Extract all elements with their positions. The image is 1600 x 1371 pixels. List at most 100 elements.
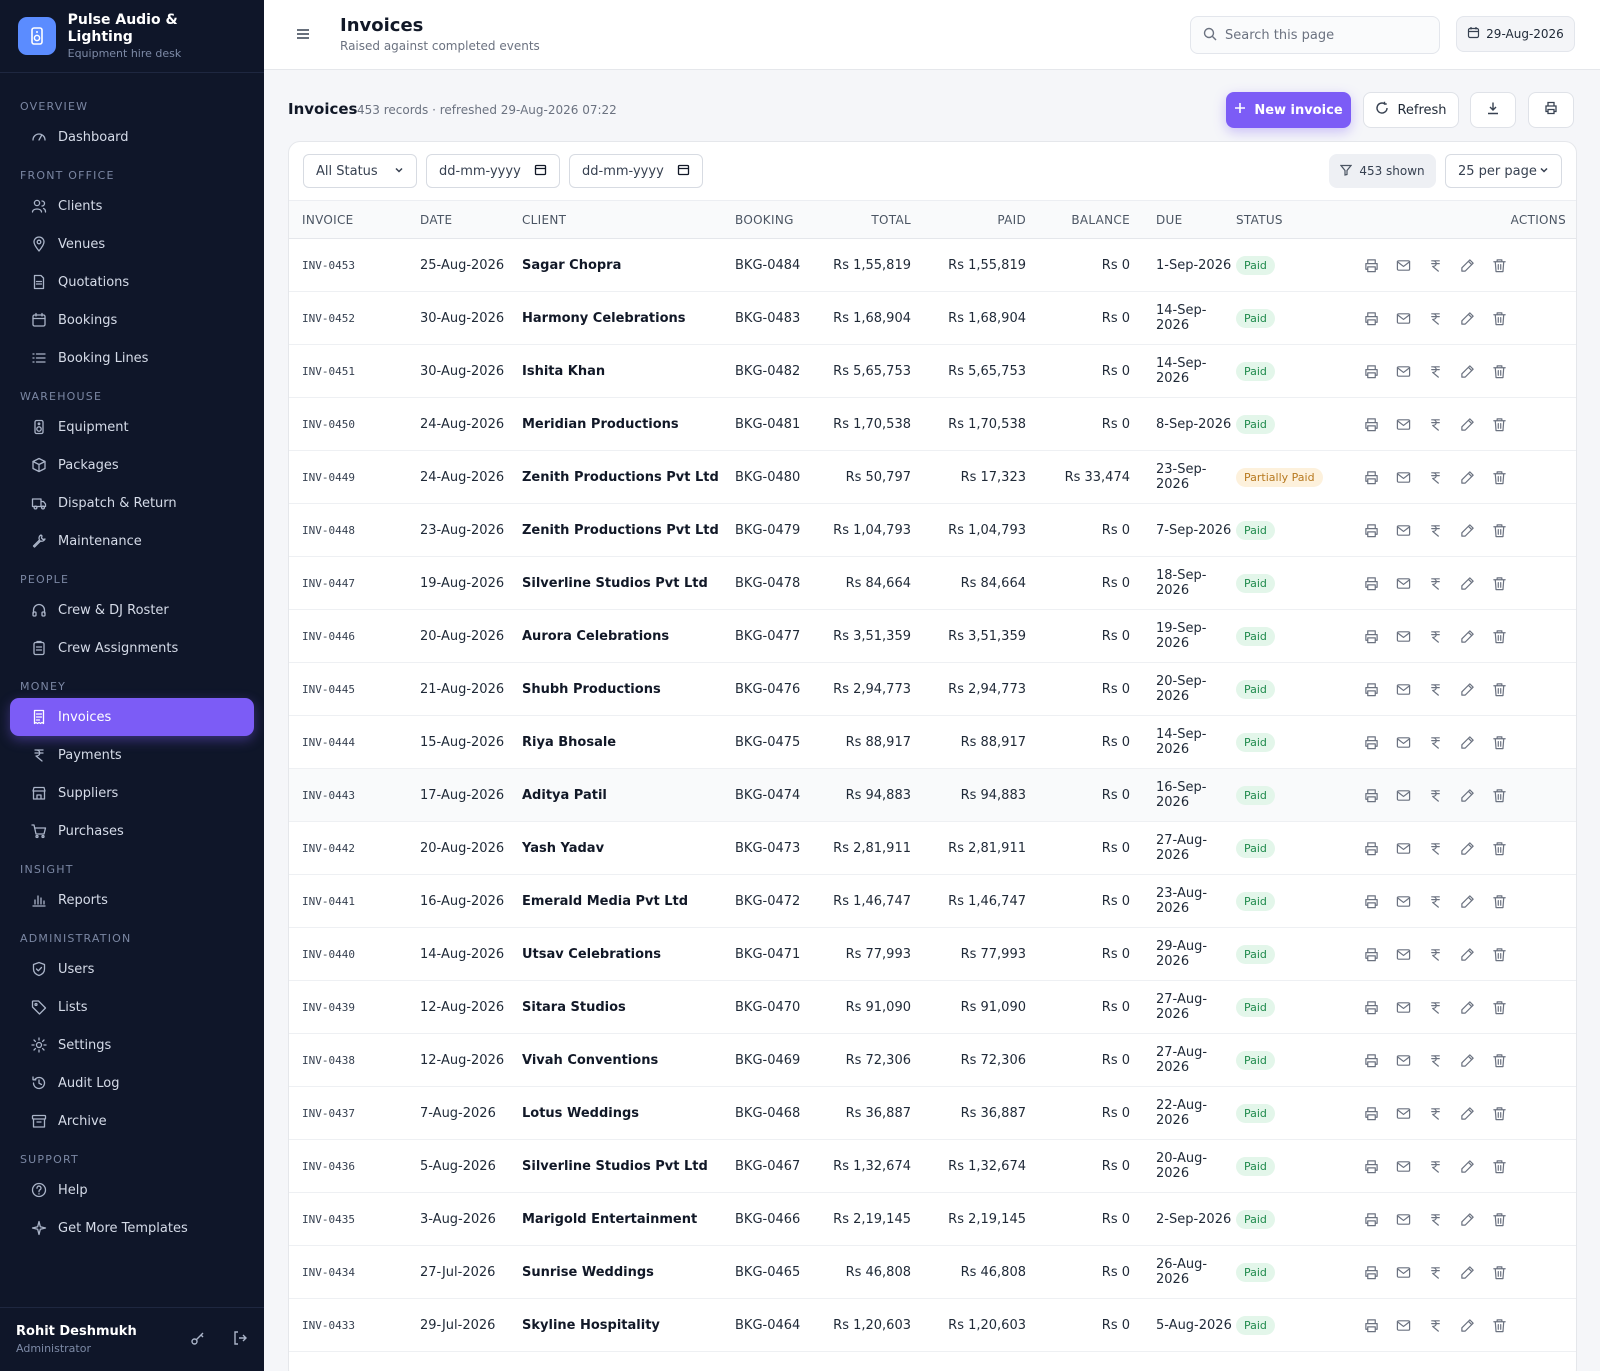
print-icon[interactable] xyxy=(1362,1210,1380,1228)
rupee-icon[interactable] xyxy=(1426,468,1444,486)
sidebar-item-audit-log[interactable]: Audit Log xyxy=(10,1064,254,1102)
sidebar-item-booking-lines[interactable]: Booking Lines xyxy=(10,339,254,377)
rupee-icon[interactable] xyxy=(1426,839,1444,857)
download-button[interactable] xyxy=(1470,92,1516,128)
column-header-balance[interactable]: BALANCE xyxy=(1071,212,1130,227)
trash-icon[interactable] xyxy=(1490,521,1508,539)
mail-icon[interactable] xyxy=(1394,998,1412,1016)
print-icon[interactable] xyxy=(1362,1051,1380,1069)
print-icon[interactable] xyxy=(1362,786,1380,804)
sidebar-item-reports[interactable]: Reports xyxy=(10,881,254,919)
rupee-icon[interactable] xyxy=(1426,627,1444,645)
rupee-icon[interactable] xyxy=(1426,892,1444,910)
mail-icon[interactable] xyxy=(1394,892,1412,910)
refresh-button[interactable]: Refresh xyxy=(1363,92,1459,128)
trash-icon[interactable] xyxy=(1490,1157,1508,1175)
calendar-icon[interactable] xyxy=(534,163,547,180)
rupee-icon[interactable] xyxy=(1426,362,1444,380)
table-row[interactable]: INV-0449 24-Aug-2026 Zenith Productions Pv… xyxy=(289,450,1576,504)
rupee-icon[interactable] xyxy=(1426,680,1444,698)
table-row[interactable]: INV-0450 24-Aug-2026 Meridian Productions B… xyxy=(289,397,1576,451)
brand[interactable]: Pulse Audio & Lighting Equipment hire de… xyxy=(0,0,264,73)
mail-icon[interactable] xyxy=(1394,1051,1412,1069)
print-icon[interactable] xyxy=(1362,309,1380,327)
edit-icon[interactable] xyxy=(1458,627,1476,645)
table-row[interactable]: INV-0433 29-Jul-2026 Skyline Hospitality BK… xyxy=(289,1298,1576,1352)
print-icon[interactable] xyxy=(1362,468,1380,486)
edit-icon[interactable] xyxy=(1458,786,1476,804)
mail-icon[interactable] xyxy=(1394,627,1412,645)
edit-icon[interactable] xyxy=(1458,733,1476,751)
edit-icon[interactable] xyxy=(1458,892,1476,910)
sidebar-item-dispatch-return[interactable]: Dispatch & Return xyxy=(10,484,254,522)
trash-icon[interactable] xyxy=(1490,892,1508,910)
table-row[interactable]: INV-0441 16-Aug-2026 Emerald Media Pvt Ltd… xyxy=(289,874,1576,928)
trash-icon[interactable] xyxy=(1490,309,1508,327)
edit-icon[interactable] xyxy=(1458,1316,1476,1334)
date-to-input[interactable]: dd-mm-yyyy xyxy=(569,154,703,188)
mail-icon[interactable] xyxy=(1394,521,1412,539)
trash-icon[interactable] xyxy=(1490,1210,1508,1228)
mail-icon[interactable] xyxy=(1394,1263,1412,1281)
table-row[interactable]: INV-0440 14-Aug-2026 Utsav Celebrations BKG… xyxy=(289,927,1576,981)
mail-icon[interactable] xyxy=(1394,468,1412,486)
table-row[interactable]: INV-0442 20-Aug-2026 Yash Yadav BKG-0473 Rs … xyxy=(289,821,1576,875)
edit-icon[interactable] xyxy=(1458,998,1476,1016)
column-header-due[interactable]: DUE xyxy=(1156,212,1183,227)
mail-icon[interactable] xyxy=(1394,574,1412,592)
table-row[interactable]: INV-0447 19-Aug-2026 Silverline Studios Pv… xyxy=(289,556,1576,610)
rupee-icon[interactable] xyxy=(1426,1210,1444,1228)
column-header-booking[interactable]: BOOKING xyxy=(735,212,794,227)
sidebar-item-clients[interactable]: Clients xyxy=(10,187,254,225)
mail-icon[interactable] xyxy=(1394,1104,1412,1122)
edit-icon[interactable] xyxy=(1458,468,1476,486)
table-row[interactable]: INV-0434 27-Jul-2026 Sunrise Weddings BKG-0… xyxy=(289,1245,1576,1299)
sidebar-item-invoices[interactable]: Invoices xyxy=(10,698,254,736)
table-row[interactable]: INV-0438 12-Aug-2026 Vivah Conventions BKG-… xyxy=(289,1033,1576,1087)
print-icon[interactable] xyxy=(1362,733,1380,751)
sidebar-item-purchases[interactable]: Purchases xyxy=(10,812,254,850)
table-row[interactable]: INV-0437 7-Aug-2026 Lotus Weddings BKG-0468… xyxy=(289,1086,1576,1140)
trash-icon[interactable] xyxy=(1490,627,1508,645)
table-row[interactable]: INV-0445 21-Aug-2026 Shubh Productions BKG-… xyxy=(289,662,1576,716)
print-icon[interactable] xyxy=(1362,256,1380,274)
column-header-paid[interactable]: PAID xyxy=(997,212,1026,227)
print-icon[interactable] xyxy=(1362,1104,1380,1122)
new-invoice-button[interactable]: New invoice xyxy=(1226,92,1351,128)
key-icon[interactable] xyxy=(190,1330,206,1350)
column-header-date[interactable]: DATE xyxy=(420,212,453,227)
print-icon[interactable] xyxy=(1362,1316,1380,1334)
sidebar-item-help[interactable]: Help xyxy=(10,1171,254,1209)
print-icon[interactable] xyxy=(1362,680,1380,698)
edit-icon[interactable] xyxy=(1458,256,1476,274)
table-row[interactable]: INV-0444 15-Aug-2026 Riya Bhosale BKG-0475 R… xyxy=(289,715,1576,769)
rupee-icon[interactable] xyxy=(1426,1051,1444,1069)
sidebar-item-quotations[interactable]: Quotations xyxy=(10,263,254,301)
mail-icon[interactable] xyxy=(1394,733,1412,751)
print-icon[interactable] xyxy=(1362,362,1380,380)
hamburger-menu-icon[interactable] xyxy=(294,25,312,43)
mail-icon[interactable] xyxy=(1394,1316,1412,1334)
trash-icon[interactable] xyxy=(1490,945,1508,963)
table-row[interactable]: INV-0446 20-Aug-2026 Aurora Celebrations BK… xyxy=(289,609,1576,663)
sidebar-item-archive[interactable]: Archive xyxy=(10,1102,254,1140)
mail-icon[interactable] xyxy=(1394,680,1412,698)
table-row[interactable]: INV-0453 25-Aug-2026 Sagar Chopra BKG-0484 R… xyxy=(289,238,1576,292)
mail-icon[interactable] xyxy=(1394,786,1412,804)
table-row[interactable]: INV-0448 23-Aug-2026 Zenith Productions Pv… xyxy=(289,503,1576,557)
table-row[interactable]: INV-0451 30-Aug-2026 Ishita Khan BKG-0482 Rs… xyxy=(289,344,1576,398)
print-icon[interactable] xyxy=(1362,521,1380,539)
rupee-icon[interactable] xyxy=(1426,786,1444,804)
edit-icon[interactable] xyxy=(1458,1210,1476,1228)
table-row[interactable]: INV-0435 3-Aug-2026 Marigold Entertainment… xyxy=(289,1192,1576,1246)
trash-icon[interactable] xyxy=(1490,998,1508,1016)
sidebar-item-settings[interactable]: Settings xyxy=(10,1026,254,1064)
table-row[interactable]: INV-0436 5-Aug-2026 Silverline Studios Pvt… xyxy=(289,1139,1576,1193)
edit-icon[interactable] xyxy=(1458,415,1476,433)
calendar-icon[interactable] xyxy=(677,163,690,180)
edit-icon[interactable] xyxy=(1458,945,1476,963)
rupee-icon[interactable] xyxy=(1426,415,1444,433)
trash-icon[interactable] xyxy=(1490,733,1508,751)
edit-icon[interactable] xyxy=(1458,839,1476,857)
rupee-icon[interactable] xyxy=(1426,733,1444,751)
